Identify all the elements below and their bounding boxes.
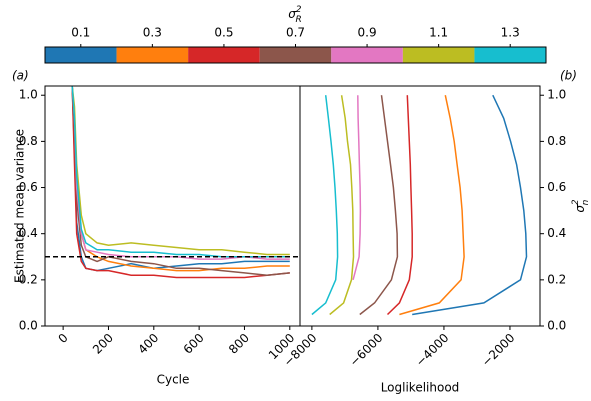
- label-sub: R: [296, 15, 302, 25]
- colorbar-tick-label: 0.7: [286, 26, 305, 40]
- x-axis-label: Loglikelihood: [381, 381, 460, 395]
- colorbar-frame: [44, 46, 547, 64]
- colorbar-tick-label: 0.3: [143, 26, 162, 40]
- colorbar-segment: [45, 47, 117, 63]
- y-tick-label: 0.2: [19, 272, 38, 286]
- y-tick-label: 0.6: [19, 180, 38, 194]
- y-tick-label: 0.6: [547, 180, 566, 194]
- y-tick-label: 0.4: [19, 226, 38, 240]
- colorbar-tick-label: 1.3: [501, 26, 520, 40]
- plot-frame: [44, 85, 301, 327]
- colorbar-segment: [331, 47, 403, 63]
- colorbar-tick-label: 1.1: [429, 26, 448, 40]
- label-base: σ: [573, 205, 587, 213]
- colorbar-segment: [116, 47, 189, 63]
- colorbar-tick-label: 0.9: [358, 26, 377, 40]
- colorbar-segment: [188, 47, 260, 63]
- y-tick-label: 0.8: [547, 134, 566, 148]
- series-line: [399, 95, 465, 316]
- label-sup: 2: [296, 5, 302, 15]
- series-line: [359, 95, 399, 316]
- series-line: [71, 85, 290, 258]
- series-line: [71, 85, 290, 256]
- label-sub: n: [581, 199, 591, 205]
- series-line: [71, 85, 290, 272]
- series-line: [71, 85, 290, 260]
- y-tick-label: 0.4: [547, 226, 566, 240]
- colorbar-tick-label: 0.5: [214, 26, 233, 40]
- series-line: [71, 85, 290, 279]
- y-tick-label: 1.0: [547, 88, 566, 102]
- x-tick-label: −6000: [347, 331, 386, 370]
- series-line: [71, 85, 290, 276]
- panel-label: (b): [560, 69, 577, 83]
- label-base: σ: [288, 7, 296, 21]
- x-tick-label: 800: [226, 331, 252, 357]
- y-tick-label: 0.0: [547, 319, 566, 333]
- y-tick-label: 0.0: [19, 319, 38, 333]
- x-axis-label: Cycle: [157, 373, 190, 387]
- x-tick-label: 600: [181, 331, 207, 357]
- series-line: [71, 85, 290, 272]
- colorbar-tick-label: 0.1: [71, 26, 90, 40]
- panel-label: (a): [12, 69, 29, 83]
- colorbar-segment: [474, 47, 546, 63]
- series-line: [329, 95, 355, 316]
- y-axis-label: Estimated mean variance: [13, 129, 27, 283]
- x-tick-label: 200: [90, 331, 116, 357]
- plot-frame: [299, 85, 541, 327]
- colorbar-segment: [259, 47, 332, 63]
- series-line: [352, 95, 362, 280]
- x-tick-label: −4000: [413, 331, 452, 370]
- y-tick-label: 1.0: [19, 88, 38, 102]
- series-line: [386, 95, 413, 316]
- series-line: [412, 94, 528, 316]
- series-line: [311, 95, 339, 316]
- x-tick-label: −2000: [479, 331, 518, 370]
- label-sup: 2: [571, 199, 581, 205]
- y-axis-label: σ2n: [571, 199, 591, 213]
- colorbar-segment: [402, 47, 475, 63]
- y-tick-label: 0.2: [547, 272, 566, 286]
- x-tick-label: 0: [55, 331, 70, 346]
- x-tick-label: 400: [135, 331, 161, 357]
- colorbar-label: σ2 R: [288, 5, 302, 25]
- y-tick-label: 0.8: [19, 134, 38, 148]
